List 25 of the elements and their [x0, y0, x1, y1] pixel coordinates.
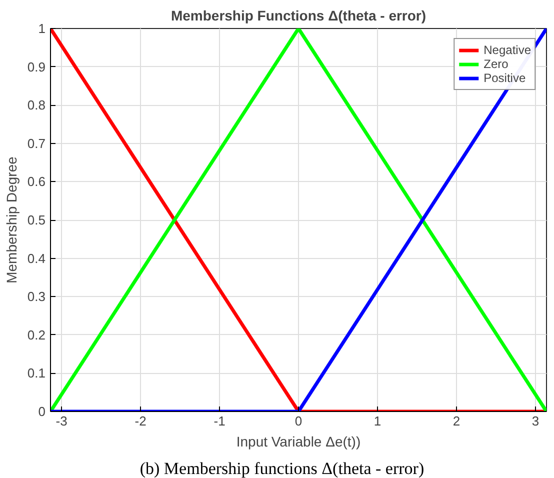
legend-label: Negative — [484, 43, 531, 57]
x-tick-label: -2 — [134, 414, 146, 428]
x-tick-label: -3 — [56, 414, 68, 428]
y-tick-label: 0.4 — [27, 250, 46, 266]
y-axis-title: Membership Degree — [3, 156, 20, 284]
y-tick-label: 1 — [38, 21, 46, 36]
x-axis-title: Input Variable Δe(t)) — [236, 434, 361, 450]
x-tick-label: -1 — [214, 414, 226, 428]
x-tick-label: 2 — [452, 414, 460, 428]
legend-label: Positive — [484, 71, 526, 85]
y-tick-label: 0.8 — [27, 98, 46, 113]
x-tick-label: 0 — [294, 414, 302, 428]
y-tick-label: 0.1 — [27, 366, 46, 381]
y-tick-label: 0.7 — [27, 136, 46, 151]
text: (b) Membership functions Δ(theta - error) — [140, 458, 424, 478]
x-tick-label: 1 — [374, 414, 382, 428]
y-tick-label: 0.5 — [27, 212, 46, 228]
y-tick-label: 0.9 — [27, 59, 46, 74]
y-tick-label: 0.2 — [27, 327, 46, 342]
x-tick-label: 3 — [532, 414, 540, 428]
y-tick-label: 0 — [38, 404, 46, 419]
y-tick-label: 0.3 — [27, 289, 46, 304]
chart-title: Membership Functions Δ(theta - error) — [170, 8, 426, 24]
legend-label: Zero — [484, 57, 508, 71]
y-tick-label: 0.6 — [27, 174, 46, 190]
